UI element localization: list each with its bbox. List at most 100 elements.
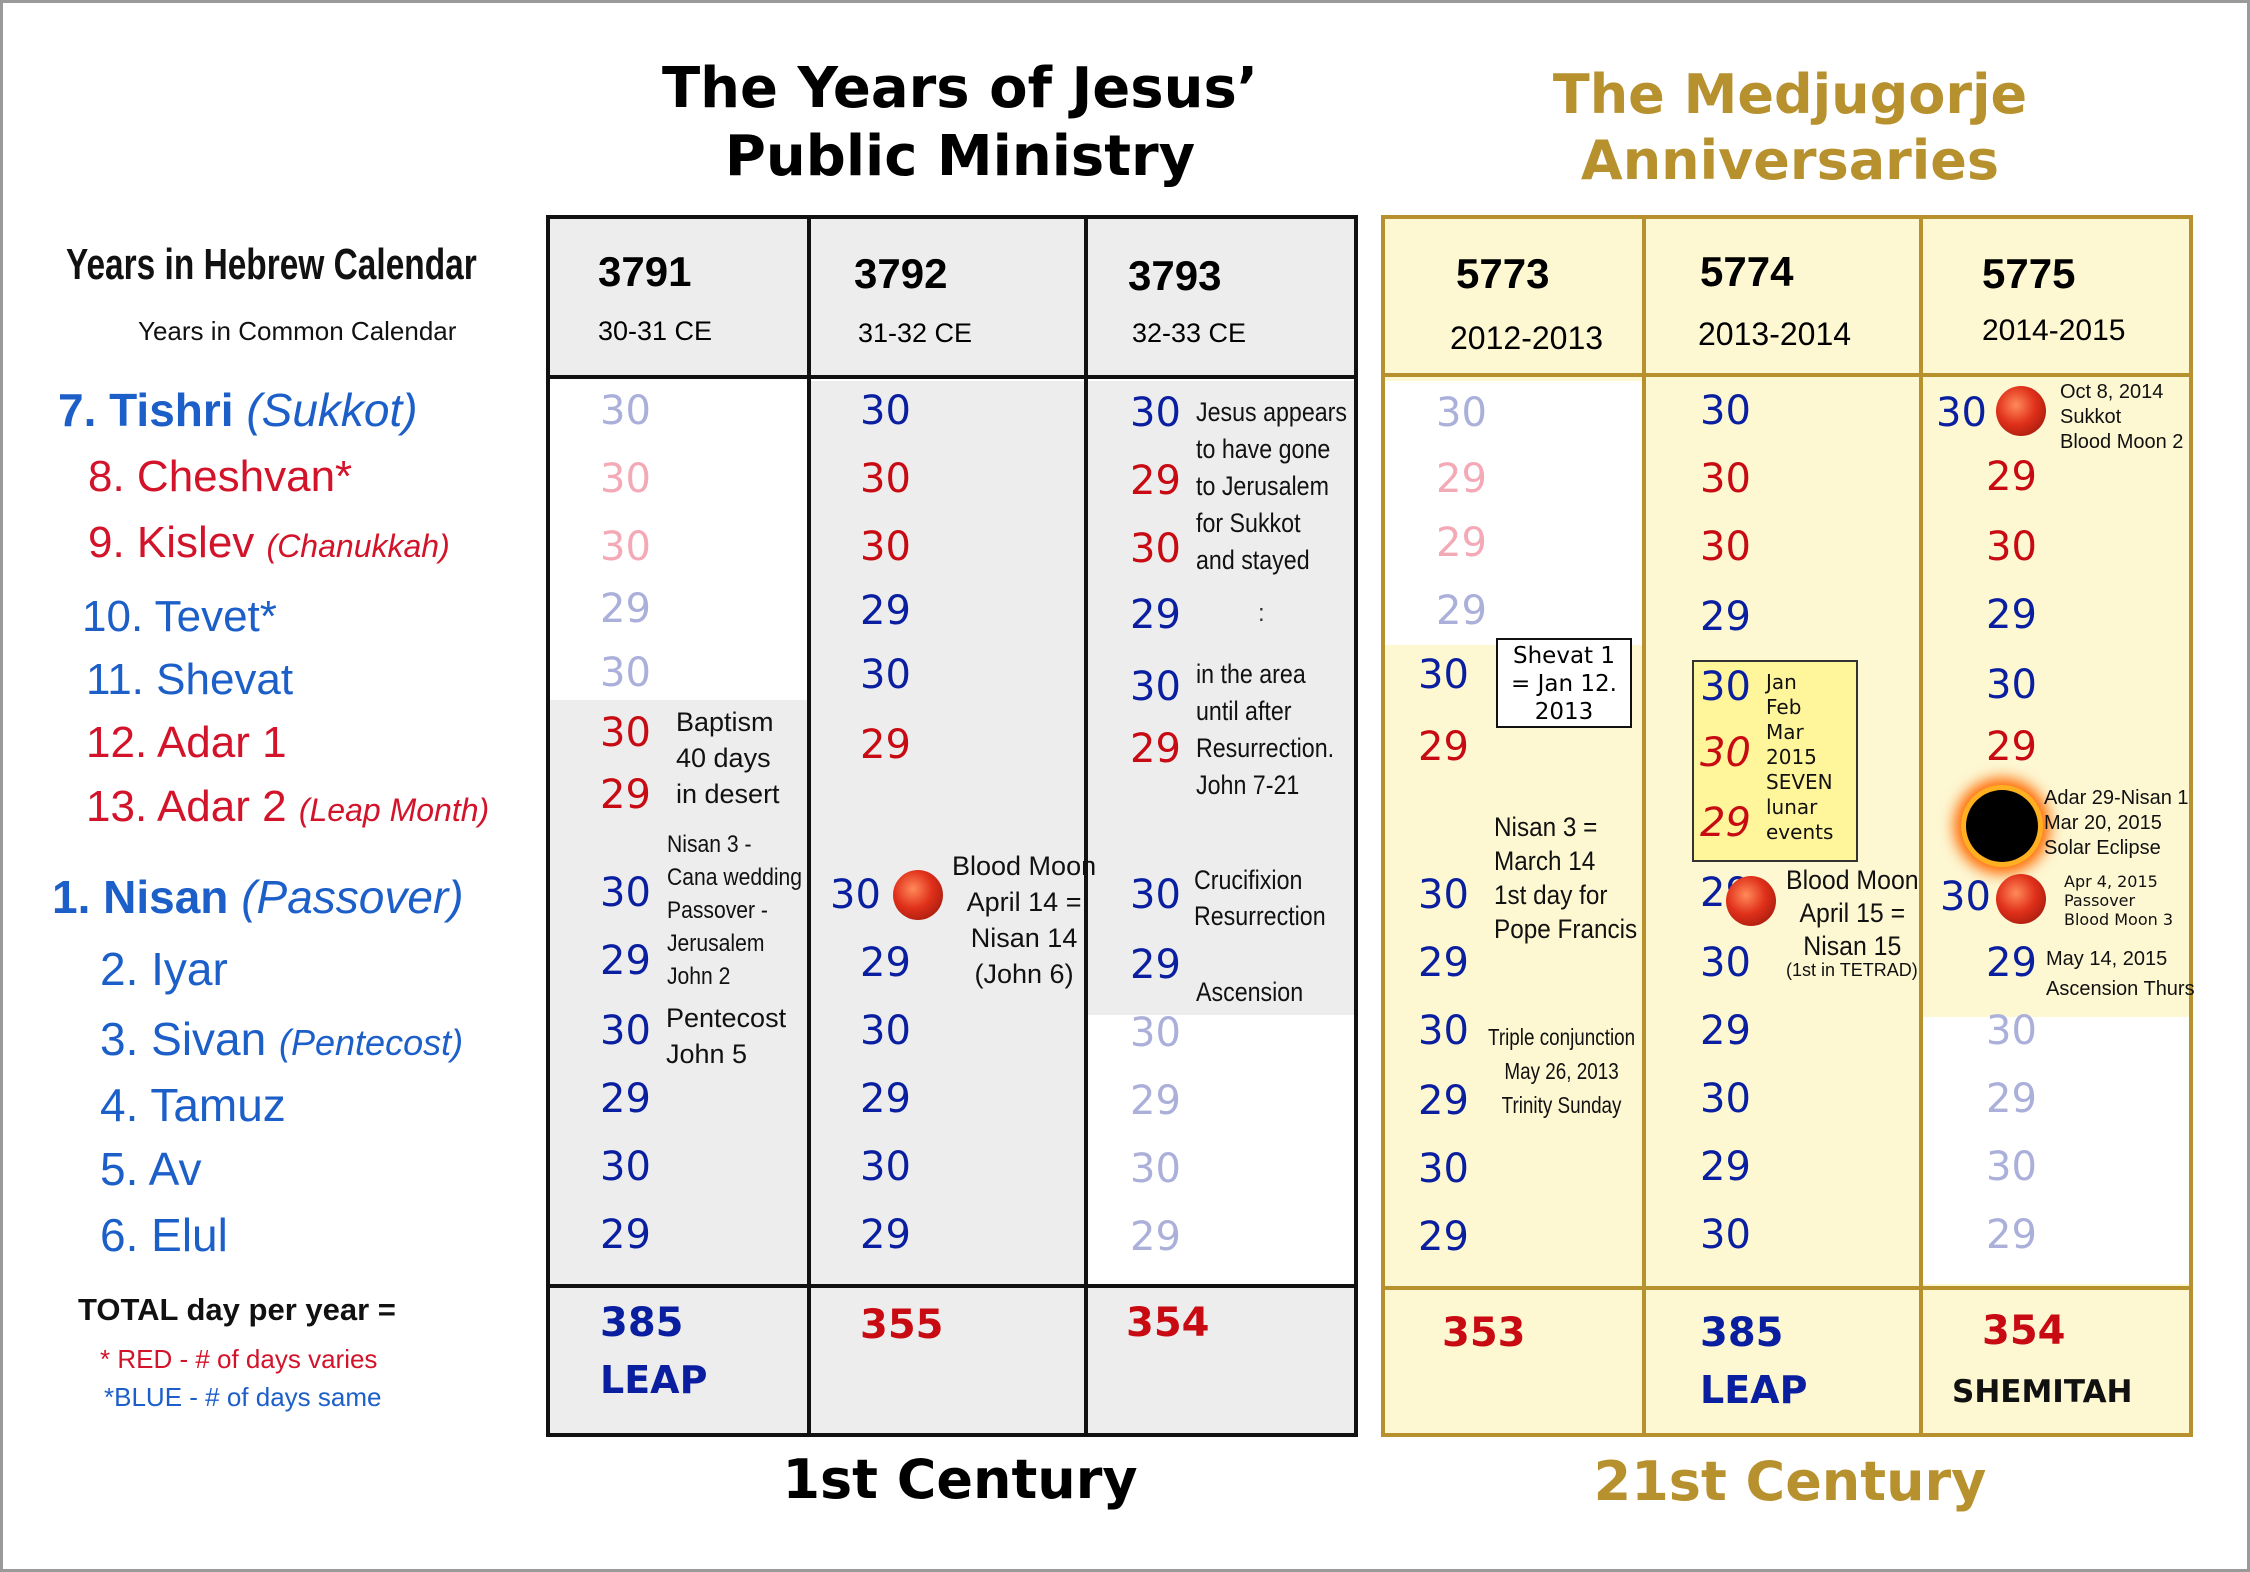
day-cell: 30 [1986,524,2037,570]
note-solar-eclipse: Adar 29-Nisan 1 Mar 20, 2015 Solar Eclip… [2044,787,2189,859]
day-cell: 29 [1436,588,1487,634]
ce-3793: 32-33 CE [1132,318,1247,348]
grid-line [1381,1286,2193,1290]
day-cell: 30 [1700,1076,1751,1122]
ministry-title-line2: Public Ministry [724,124,1196,189]
red-key: * RED - # of days varies [100,1344,378,1374]
solar-eclipse-icon [1966,790,2038,862]
day-cell: 30 [1130,390,1181,436]
day-cell: 30 [1986,662,2037,708]
total-3793: 354 [1126,1300,1210,1346]
inactive-bg-5773 [1385,381,1643,645]
day-cell: 29 [600,586,651,632]
note-until-resurrection: in the area until after Resurrection. Jo… [1196,659,1335,800]
month-elul: 6. Elul [100,1209,228,1261]
header-bg-1st [550,219,1354,377]
day-cell: 29 [1130,458,1181,504]
day-cell: 29 [1418,1078,1469,1124]
day-cell: 29 [1130,726,1181,772]
day-cell: 29 [600,772,651,818]
note-blood-moon-1: Blood Moon April 14 = Nisan 14 (John 6) [952,851,1097,989]
blood-moon-icon [1996,386,2046,436]
day-cell: 29 [1986,1076,2037,1122]
month-iyar: 2. Iyar [100,943,228,995]
month-av: 5. Av [100,1143,202,1195]
day-cell: 30 [1700,664,1751,710]
note-triple-conjunction: Triple conjunction May 26, 2013 Trinity … [1488,1024,1636,1118]
legend-subheading: Years in Common Calendar [138,316,457,346]
day-cell: 30 [1700,730,1751,776]
grid-line [546,1284,1358,1288]
year-5773: 5773 [1456,250,1550,297]
day-cell: 29 [1130,942,1181,988]
day-cell: 30 [1130,1010,1181,1056]
day-cell: 30 [600,388,651,434]
day-cell: 29 [860,1076,911,1122]
day-cell: 30 [1418,1008,1469,1054]
day-cell: 30 [1436,390,1487,436]
grid-line [1919,215,1923,1437]
ministry-title-line1: The Years of Jesus’ [661,56,1259,121]
day-cell: 30 [600,1144,651,1190]
blood-moon-icon [893,870,943,920]
day-cell: 29 [1986,940,2037,986]
month-shevat: 11. Shevat [86,655,294,704]
day-cell: 30 [1130,1146,1181,1192]
leap-5774: LEAP [1700,1368,1808,1412]
day-cell: 29 [600,1076,651,1122]
day-cell: 29 [1418,724,1469,770]
note-pentecost: Pentecost John 5 [666,1003,787,1069]
inactive-bg-5775 [1923,1017,2189,1284]
total-5774: 385 [1700,1310,1784,1356]
day-cell: 30 [1418,872,1469,918]
note-ellipsis: : [1258,600,1265,627]
ce-3791: 30-31 CE [598,316,713,346]
grid-line [1084,215,1088,1437]
day-cell: 30 [1130,664,1181,710]
note-blood-moon-tetrad: Blood Moon April 15 = Nisan 15 [1786,865,1919,961]
day-cell: 30 [860,456,911,502]
ministry-title: The Years of Jesus’ Public Ministry [560,55,1360,191]
month-kislev: 9. Kislev (Chanukkah) [88,518,450,567]
day-cell: 29 [1700,1008,1751,1054]
day-cell: 29 [860,1212,911,1258]
day-cell: 30 [1418,1146,1469,1192]
day-cell: 30 [830,872,881,918]
leap-3791: LEAP [600,1358,708,1402]
note-shevat-box: Shevat 1 = Jan 12. 2013 [1496,638,1632,728]
year-5774: 5774 [1700,248,1794,295]
grid-line [1381,373,2193,377]
day-cell: 30 [860,524,911,570]
day-cell: 30 [1940,874,1991,920]
total-bg-1st [550,1288,1354,1433]
lunar-events-box [1692,660,1858,862]
medjugorje-title: The Medjugorje Anniversaries [1380,62,2200,194]
note-blood-moon-3: Apr 4, 2015 Passover Blood Moon 3 [2064,872,2174,929]
shemitah-5775: SHEMITAH [1952,1374,2133,1410]
day-cell: 29 [1986,1212,2037,1258]
day-cell: 29 [1986,454,2037,500]
day-cell: 29 [1436,456,1487,502]
ce-5774: 2013-2014 [1698,316,1852,352]
day-cell: 30 [1700,456,1751,502]
day-cell: 29 [1130,1078,1181,1124]
day-cell: 30 [1986,1144,2037,1190]
day-cell: 30 [1700,1212,1751,1258]
month-sivan: 3. Sivan (Pentecost) [100,1013,464,1065]
note-seven-lunar-events: Jan Feb Mar 2015 SEVEN lunar events [1766,670,1834,844]
day-cell: 29 [1130,1214,1181,1260]
medjugorje-title-line1: The Medjugorje [1552,63,2028,126]
day-cell: 30 [860,388,911,434]
year-3792: 3792 [854,250,948,297]
day-cell: 30 [600,524,651,570]
blood-moon-icon [1726,876,1776,926]
day-cell: 30 [1700,524,1751,570]
day-cell: 30 [1936,390,1987,436]
day-cell: 29 [1418,940,1469,986]
blood-moon-icon [1996,874,2046,924]
day-cell: 30 [1700,940,1751,986]
day-cell: 29 [1986,592,2037,638]
total-3791: 385 [600,1300,684,1346]
month-tishri: 7. Tishri (Sukkot) [58,384,418,436]
